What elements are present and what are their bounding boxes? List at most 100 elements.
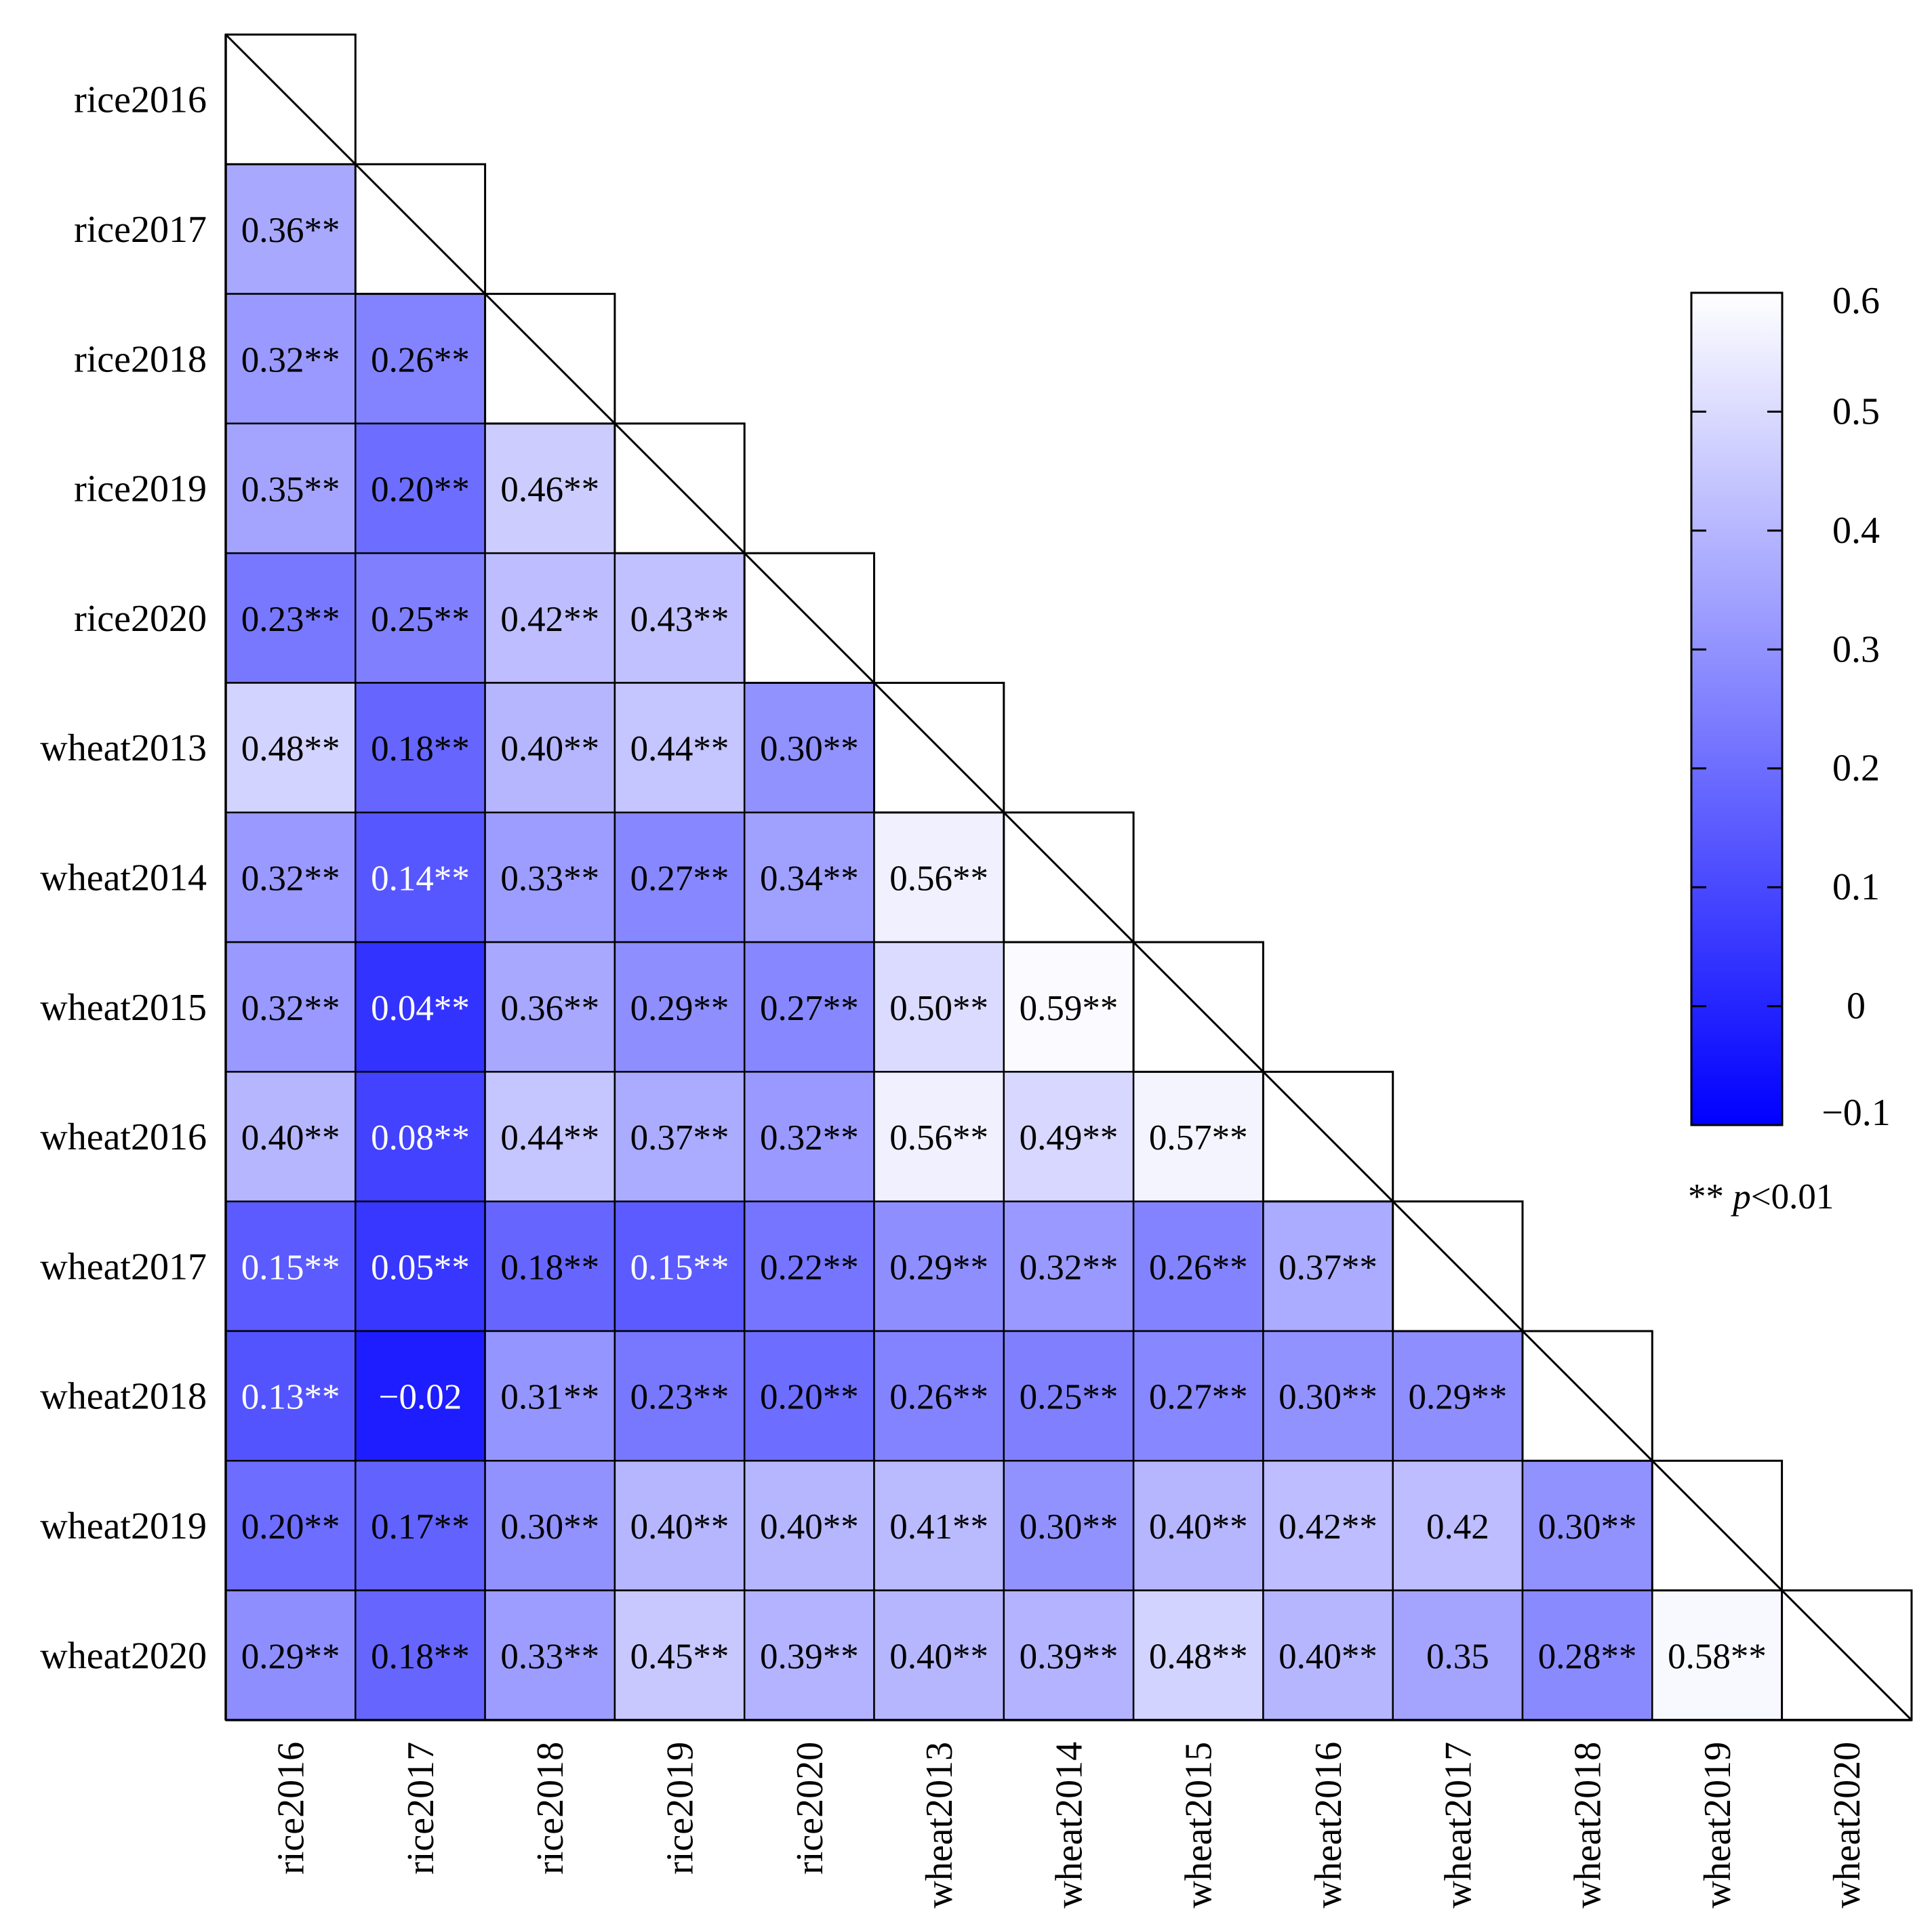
colorbar-tick-label: 0.5 <box>1832 390 1880 432</box>
heatmap-cell-wheat2013-rice2020 <box>743 682 875 814</box>
row-label-wheat2020: wheat2020 <box>40 1635 207 1677</box>
heatmap-cell-wheat2020-rice2017 <box>355 1589 486 1721</box>
diagonal-box <box>1132 941 1264 1073</box>
cell-value-label: 0.30** <box>1020 1507 1119 1547</box>
row-label-wheat2015: wheat2015 <box>40 987 207 1029</box>
cell-value-label: 0.42 <box>1426 1507 1489 1547</box>
cell-value-label: 0.30** <box>1538 1507 1637 1547</box>
cell-value-label: 0.32** <box>241 340 340 380</box>
heatmap-cell-wheat2020-wheat2014 <box>1003 1589 1135 1721</box>
heatmap-cell-wheat2017-rice2019 <box>613 1200 746 1332</box>
column-label-wheat2015: wheat2015 <box>1178 1742 1220 1909</box>
row-label-rice2018: rice2018 <box>74 338 207 380</box>
heatmap-cell-wheat2017-rice2018 <box>484 1200 616 1332</box>
cell-value-label: 0.37** <box>1279 1248 1377 1287</box>
column-label-rice2020: rice2020 <box>789 1742 831 1875</box>
heatmap-cell-wheat2018-wheat2014 <box>1003 1330 1135 1462</box>
heatmap-cell-wheat2016-wheat2014 <box>1003 1071 1135 1202</box>
cell-value-label: 0.40** <box>1279 1637 1377 1676</box>
cell-value-label: 0.36** <box>500 989 599 1028</box>
cell-value-label: 0.18** <box>500 1248 599 1287</box>
cell-value-label: 0.25** <box>371 600 470 639</box>
diagonal-box <box>1262 1070 1394 1203</box>
cell-value-label: 0.18** <box>371 1637 470 1676</box>
cell-value-label: 0.26** <box>371 340 470 380</box>
cell-value-label: 0.20** <box>241 1507 340 1547</box>
colorbar-tick-label: 0.3 <box>1832 628 1880 670</box>
heatmap-cell-wheat2018-rice2018 <box>484 1330 616 1462</box>
heatmap-cell-wheat2014-rice2019 <box>613 811 746 943</box>
cell-value-label: 0.56** <box>889 859 988 898</box>
cell-value-label: 0.30** <box>500 1507 599 1547</box>
cell-value-label: 0.50** <box>889 989 988 1028</box>
cell-value-label: 0.20** <box>371 470 470 510</box>
row-label-wheat2019: wheat2019 <box>40 1505 207 1547</box>
cell-value-label: 0.23** <box>630 1378 729 1417</box>
cell-value-label: 0.35** <box>241 470 340 510</box>
heatmap-cell-wheat2020-rice2019 <box>613 1589 746 1721</box>
row-label-rice2020: rice2020 <box>74 598 207 640</box>
colorbar-gradient <box>1690 291 1784 1126</box>
row-label-rice2017: rice2017 <box>74 209 207 251</box>
cell-value-label: 0.45** <box>630 1637 729 1676</box>
cell-value-label: 0.25** <box>1020 1378 1119 1417</box>
cell-value-label: 0.31** <box>500 1378 599 1417</box>
column-label-wheat2018: wheat2018 <box>1567 1742 1609 1909</box>
heatmap-cell-wheat2018-rice2016 <box>224 1330 357 1462</box>
diagonal-box <box>1392 1200 1524 1332</box>
cell-value-label: 0.29** <box>889 1248 988 1287</box>
heatmap-cell-wheat2018-wheat2016 <box>1262 1330 1394 1462</box>
heatmap-cell-wheat2018-wheat2013 <box>873 1330 1005 1462</box>
heatmap-cell-wheat2018-rice2020 <box>743 1330 875 1462</box>
cell-value-label: 0.26** <box>1149 1248 1248 1287</box>
cell-value-label: 0.30** <box>760 729 859 769</box>
heatmap-cell-rice2020-rice2018 <box>484 552 616 684</box>
heatmap-cell-wheat2018-wheat2015 <box>1132 1330 1264 1462</box>
row-label-wheat2018: wheat2018 <box>40 1376 207 1418</box>
cell-value-label: 0.29** <box>630 989 729 1028</box>
colorbar-tick-label: 0 <box>1847 985 1866 1027</box>
diagonal-box <box>484 293 616 425</box>
heatmap-cell-rice2020-rice2016 <box>224 552 357 684</box>
cell-value-label: 0.40** <box>500 729 599 769</box>
cell-value-label: 0.33** <box>500 859 599 898</box>
column-label-rice2016: rice2016 <box>270 1742 313 1875</box>
cell-value-label: 0.48** <box>241 729 340 769</box>
heatmap-cells: 0.36** 0.32** 0.26** 0.35** 0.20** 0.46** 0.23… <box>224 163 1783 1721</box>
cell-value-label: 0.17** <box>371 1507 470 1547</box>
cell-value-label: 0.56** <box>889 1118 988 1158</box>
heatmap-cell-wheat2017-rice2020 <box>743 1200 875 1332</box>
cell-value-label: 0.32** <box>241 989 340 1028</box>
column-label-wheat2016: wheat2016 <box>1308 1742 1350 1909</box>
cell-value-label: 0.08** <box>371 1118 470 1158</box>
cell-value-label: 0.18** <box>371 729 470 769</box>
diagonal-box <box>1521 1330 1653 1462</box>
heatmap-cell-wheat2018-rice2017 <box>355 1330 486 1462</box>
column-label-rice2017: rice2017 <box>400 1742 442 1875</box>
heatmap-cell-rice2018-rice2016 <box>224 293 357 425</box>
cell-value-label: 0.29** <box>241 1637 340 1676</box>
row-label-rice2016: rice2016 <box>74 79 207 121</box>
heatmap-cell-rice2020-rice2017 <box>355 552 486 684</box>
cell-value-label: 0.04** <box>371 989 470 1028</box>
heatmap-cell-wheat2013-rice2018 <box>484 682 616 814</box>
column-label-wheat2014: wheat2014 <box>1048 1742 1090 1909</box>
cell-value-label: 0.59** <box>1020 989 1119 1028</box>
heatmap-cell-wheat2016-wheat2013 <box>873 1071 1005 1202</box>
column-label-rice2019: rice2019 <box>660 1742 702 1875</box>
cell-value-label: 0.39** <box>1020 1637 1119 1676</box>
column-labels: rice2016 rice2017 rice2018 rice2019 rice2020… <box>270 1742 1869 1909</box>
cell-value-label: −0.02 <box>379 1378 462 1417</box>
diagonal-box <box>613 422 746 554</box>
row-label-rice2019: rice2019 <box>74 468 207 510</box>
cell-value-label: 0.40** <box>889 1637 988 1676</box>
column-label-wheat2020: wheat2020 <box>1826 1742 1868 1909</box>
cell-value-label: 0.32** <box>760 1118 859 1158</box>
diagonal-box <box>1003 811 1135 943</box>
cell-value-label: 0.46** <box>500 470 599 510</box>
heatmap-cell-wheat2020-wheat2017 <box>1392 1589 1524 1721</box>
column-label-rice2018: rice2018 <box>529 1742 571 1875</box>
cell-value-label: 0.32** <box>1020 1248 1119 1287</box>
colorbar-tick-label: 0.6 <box>1832 280 1880 322</box>
heatmap-cell-wheat2019-rice2016 <box>224 1460 357 1591</box>
